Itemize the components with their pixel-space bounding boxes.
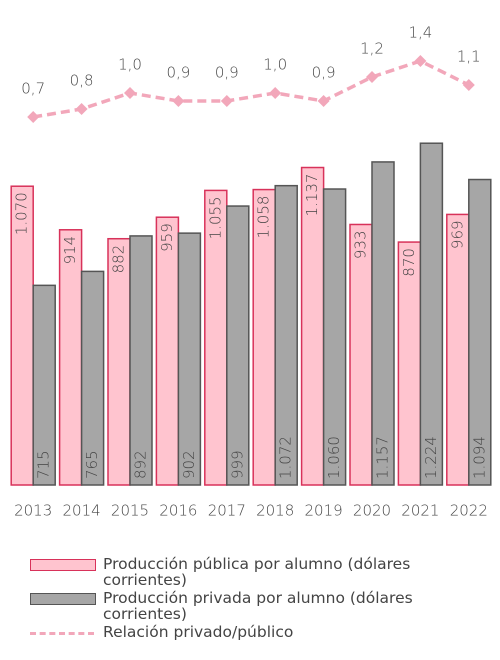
value-label: 959 (158, 223, 176, 252)
legend-swatch (30, 559, 96, 571)
bar (371, 161, 395, 486)
bar (349, 223, 373, 486)
value-label: 1,4 (408, 24, 432, 42)
bar (32, 284, 56, 486)
bar (446, 213, 470, 486)
value-label: 882 (110, 245, 128, 274)
bar (155, 216, 180, 486)
marker (317, 95, 330, 107)
legend-label: Producción pública por alumno (dólares c… (103, 555, 411, 589)
legend-item: Producción privada por alumno (dólares c… (24, 590, 494, 622)
x-tick-label: 2015 (111, 502, 149, 520)
bar (107, 237, 131, 486)
value-label: 1.224 (422, 436, 440, 479)
x-tick-label: 2013 (14, 502, 52, 520)
marker (172, 95, 185, 107)
value-label: 870 (400, 248, 418, 277)
bar (80, 270, 105, 486)
marker (462, 79, 475, 91)
bar (419, 142, 444, 486)
value-label: 999 (228, 450, 246, 479)
value-label: 1,0 (118, 56, 142, 74)
value-label: 1,0 (263, 56, 287, 74)
value-label: 933 (352, 230, 370, 259)
x-tick-label: 2016 (159, 502, 197, 520)
value-label: 715 (35, 450, 53, 479)
value-label: 0,9 (312, 64, 336, 82)
value-label: 1.137 (303, 174, 321, 217)
x-tick-label: 2021 (401, 502, 439, 520)
x-tick-label: 2017 (208, 502, 246, 520)
bar (274, 184, 298, 486)
bar (322, 188, 347, 486)
bar (129, 235, 153, 486)
legend-label: Relación privado/público (103, 623, 294, 641)
x-tick-label: 2019 (305, 502, 343, 520)
value-label: 914 (61, 236, 79, 265)
value-label: 0,8 (70, 72, 94, 90)
legend-item: Relación privado/público (24, 624, 494, 640)
legend: Producción pública por alumno (dólares c… (24, 556, 494, 642)
value-label: 1.058 (255, 196, 273, 239)
value-label: 892 (132, 450, 150, 479)
value-label: 1,2 (360, 40, 384, 58)
value-label: 969 (448, 220, 466, 249)
x-tick-label: 2014 (63, 502, 101, 520)
legend-label: Producción privada por alumno (dólares c… (103, 589, 413, 623)
marker (414, 55, 427, 67)
marker (269, 87, 282, 99)
value-label: 1,1 (457, 48, 481, 66)
value-label: 1.094 (470, 436, 488, 479)
x-tick-label: 2018 (256, 502, 294, 520)
marker (124, 87, 136, 99)
value-label: 0,9 (215, 64, 239, 82)
legend-swatch (30, 632, 94, 635)
legend-swatch (30, 593, 96, 605)
marker (75, 103, 88, 115)
bar (58, 229, 83, 486)
marker (220, 95, 233, 107)
marker (27, 111, 40, 123)
bar (177, 232, 202, 486)
value-label: 1.072 (277, 436, 295, 479)
x-tick-label: 2022 (450, 502, 488, 520)
value-label: 1.157 (374, 436, 392, 479)
legend-item: Producción pública por alumno (dólares c… (24, 556, 494, 588)
x-tick-label: 2020 (353, 502, 391, 520)
bar (468, 178, 492, 486)
value-label: 1.055 (206, 196, 224, 239)
value-label: 902 (180, 450, 198, 479)
value-label: 0,9 (166, 64, 190, 82)
bar (397, 241, 422, 486)
value-label: 765 (83, 450, 101, 479)
value-label: 1.060 (325, 436, 343, 479)
marker (366, 71, 378, 83)
chart: 2013 2014 2015 2016 2017 2018 2019 2020 2021 2022… (10, 24, 492, 520)
value-label: 1.070 (13, 192, 31, 235)
bar (226, 205, 250, 486)
value-label: 0,7 (21, 80, 45, 98)
line (32, 59, 470, 119)
